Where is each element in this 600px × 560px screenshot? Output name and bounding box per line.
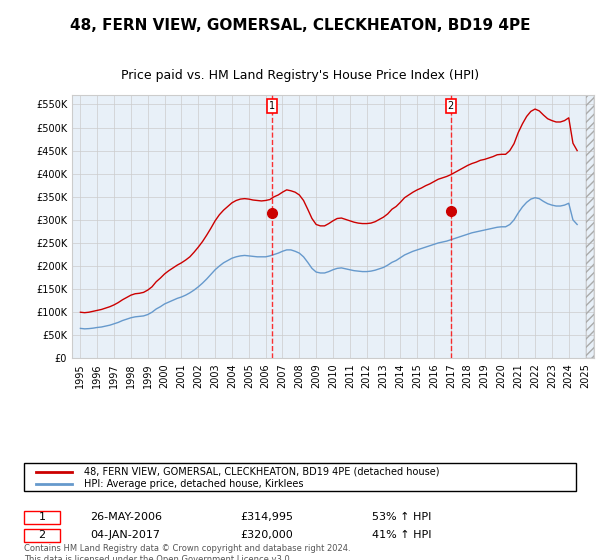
Text: 48, FERN VIEW, GOMERSAL, CLECKHEATON, BD19 4PE: 48, FERN VIEW, GOMERSAL, CLECKHEATON, BD… bbox=[70, 18, 530, 32]
Text: 04-JAN-2017: 04-JAN-2017 bbox=[90, 530, 160, 540]
Text: 48, FERN VIEW, GOMERSAL, CLECKHEATON, BD19 4PE (detached house): 48, FERN VIEW, GOMERSAL, CLECKHEATON, BD… bbox=[84, 466, 439, 477]
Text: 53% ↑ HPI: 53% ↑ HPI bbox=[372, 512, 431, 522]
Text: 2: 2 bbox=[38, 530, 46, 540]
Text: £314,995: £314,995 bbox=[240, 512, 293, 522]
Text: Contains HM Land Registry data © Crown copyright and database right 2024.
This d: Contains HM Land Registry data © Crown c… bbox=[24, 544, 350, 560]
FancyBboxPatch shape bbox=[24, 463, 576, 492]
Text: 41% ↑ HPI: 41% ↑ HPI bbox=[372, 530, 431, 540]
Text: 2: 2 bbox=[448, 101, 454, 111]
FancyBboxPatch shape bbox=[24, 529, 60, 542]
Text: 1: 1 bbox=[38, 512, 46, 522]
Text: HPI: Average price, detached house, Kirklees: HPI: Average price, detached house, Kirk… bbox=[84, 479, 304, 489]
Text: 26-MAY-2006: 26-MAY-2006 bbox=[90, 512, 162, 522]
Text: £320,000: £320,000 bbox=[240, 530, 293, 540]
Text: Price paid vs. HM Land Registry's House Price Index (HPI): Price paid vs. HM Land Registry's House … bbox=[121, 69, 479, 82]
Text: 1: 1 bbox=[269, 101, 275, 111]
FancyBboxPatch shape bbox=[24, 511, 60, 524]
